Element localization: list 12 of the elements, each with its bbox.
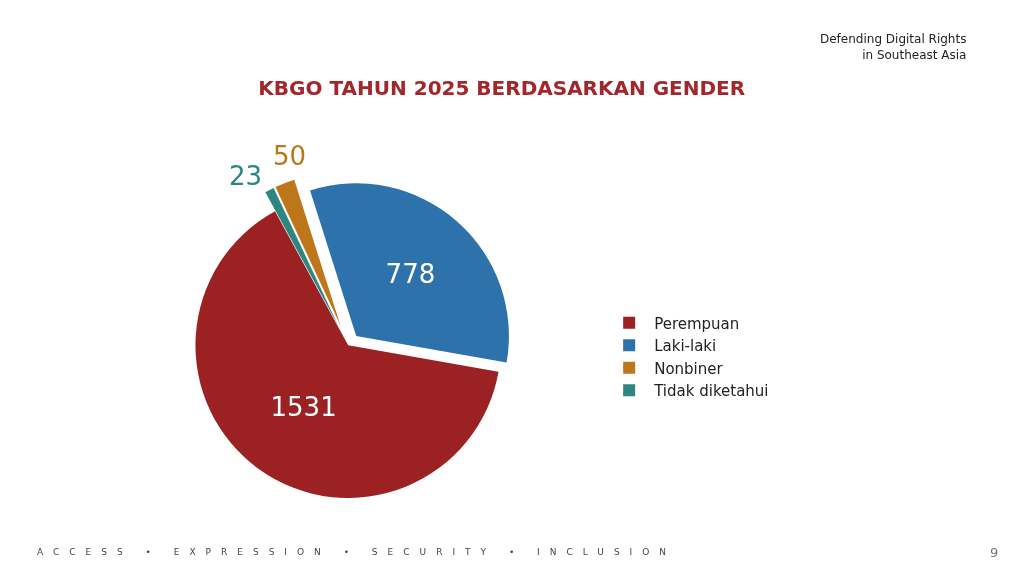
data-label: 50	[273, 141, 307, 171]
chart-title: KBGO TAHUN 2025 BERDASARKAN GENDER	[258, 76, 746, 100]
legend-label: Laki-laki	[654, 337, 717, 356]
data-label: 1531	[270, 392, 337, 423]
text: 9	[990, 545, 999, 560]
data-label: 778	[385, 259, 436, 290]
legend-label: Tidak diketahui	[653, 382, 769, 401]
legend-label: Perempuan	[654, 314, 740, 333]
data-label: 23	[229, 161, 263, 191]
text: Defending Digital Rights in Southeast Asia	[820, 32, 967, 62]
text: ACCESS • EXPRESSION • SECURITY • INCLUSION	[37, 547, 677, 557]
legend-label: Nonbiner	[654, 359, 724, 378]
